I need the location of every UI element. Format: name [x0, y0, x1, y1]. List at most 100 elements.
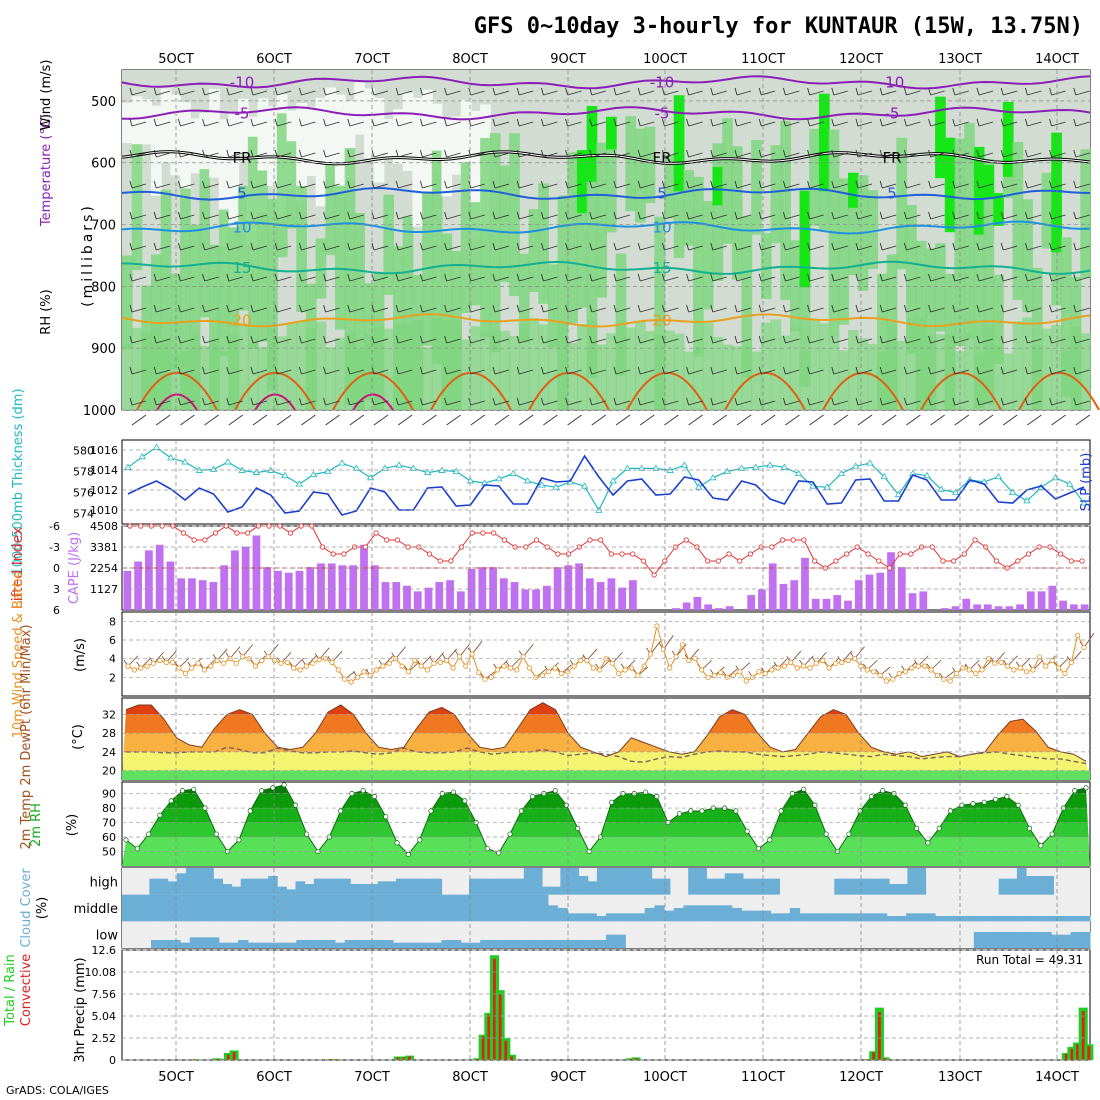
cloud-cell [528, 894, 539, 922]
cloud-cell [569, 868, 580, 895]
rh-boundary-cell [712, 336, 724, 410]
wind-barb [976, 242, 994, 251]
cloud-cell [470, 894, 481, 922]
wind-barb [153, 242, 171, 251]
wind-barb [226, 366, 243, 375]
cloud-cell [189, 894, 200, 922]
wind-barb [976, 335, 994, 344]
rh-boundary-cell [160, 338, 172, 410]
precip-conv-bar [476, 1059, 479, 1060]
wind10-marker [291, 665, 297, 671]
wind-barb [976, 397, 994, 406]
wind-barb [323, 149, 340, 158]
wind-barb [686, 180, 703, 189]
wind-barb [952, 273, 969, 282]
wind-barb [1000, 118, 1018, 127]
cape-bar [349, 565, 358, 610]
surface-barb [422, 414, 437, 426]
wind-barb [807, 180, 824, 189]
rh-moist-cell [576, 166, 588, 308]
rh2m-marker [281, 782, 287, 788]
wind10-marker [698, 667, 705, 673]
rh-boundary-cell [799, 351, 811, 410]
wind-barb [540, 304, 558, 313]
wind-barb [1073, 366, 1090, 375]
wind-barb [1073, 87, 1090, 96]
cloud-cell [625, 913, 636, 922]
cape-bar [1026, 591, 1035, 610]
thickness-marker [580, 482, 589, 489]
rh-boundary-cell [1012, 321, 1024, 410]
wind-barb [153, 304, 171, 313]
wind10-marker [380, 663, 386, 669]
precip-conv-bar [215, 1059, 219, 1060]
cloud-cell [557, 908, 568, 922]
wind10-marker [1081, 644, 1087, 651]
thickness-marker [338, 459, 346, 466]
x-tick-top: 5OCT [158, 52, 194, 67]
cape-bar [188, 578, 196, 610]
wind-barb [492, 118, 510, 127]
li-marker [844, 551, 850, 557]
rh-low-cell [334, 94, 346, 195]
rh-boundary-cell [305, 328, 317, 410]
cloud-cell [189, 937, 200, 948]
rh-moist-cell [877, 273, 888, 410]
wind-barb [637, 242, 655, 251]
li-marker [533, 537, 540, 543]
isotherm-label: 15 [232, 259, 251, 277]
cloud-cell [702, 905, 713, 922]
y-tick: 12.6 [92, 944, 117, 957]
rh2m-marker [552, 788, 558, 794]
li-marker [790, 537, 796, 543]
wind-barb [952, 211, 969, 220]
cloud-row-label: middle [74, 902, 118, 917]
wind-barb [976, 118, 994, 127]
wind-barb [298, 118, 316, 127]
surface-barb [1051, 414, 1066, 426]
wind-barb [129, 87, 147, 96]
thickness-tick: 578 [73, 466, 94, 479]
rh-boundary-cell [973, 354, 985, 410]
cloud-cell [907, 868, 917, 895]
wind-barb [129, 118, 147, 127]
wind-barb [734, 87, 752, 96]
wind10-marker [386, 660, 392, 666]
li-marker [480, 530, 486, 536]
wind10-marker [552, 665, 558, 671]
rh-moist-cell [702, 201, 714, 310]
wind-barb [903, 397, 921, 406]
wind10-marker [507, 665, 513, 671]
wind10-marker [1049, 657, 1055, 664]
li-marker [598, 537, 604, 543]
surface-barb [470, 414, 486, 426]
wind-barb [637, 304, 655, 313]
cloud-cell [383, 894, 394, 922]
wind-barb [468, 211, 485, 220]
rh-moist-cell [973, 198, 985, 409]
surface-barb [373, 414, 389, 426]
wind-barb [226, 304, 243, 313]
wind-barb [637, 335, 655, 344]
precip-conv-bar [493, 958, 496, 1060]
wind-barb [250, 304, 268, 313]
rh-moist-cell [789, 240, 801, 332]
warm-contour [528, 371, 610, 411]
cloud-cell [247, 894, 259, 922]
surface-barb [204, 414, 219, 426]
rh-moist-cell [615, 253, 627, 376]
cloud-cell [451, 940, 462, 948]
wind10-marker [788, 659, 794, 666]
cloud-cell [606, 913, 617, 922]
precip-conv-bar [487, 1014, 491, 1060]
cloud-cell [277, 886, 287, 895]
rh2m-marker [981, 799, 987, 805]
li-marker [876, 558, 882, 564]
rh-boundary-cell [354, 349, 365, 410]
cloud-cell [715, 878, 726, 895]
surface-barb [349, 414, 365, 426]
rh-low-cell [470, 110, 482, 240]
wind-barb [1024, 149, 1042, 158]
y-tick: 28 [102, 727, 116, 740]
wind-barb [419, 180, 437, 189]
